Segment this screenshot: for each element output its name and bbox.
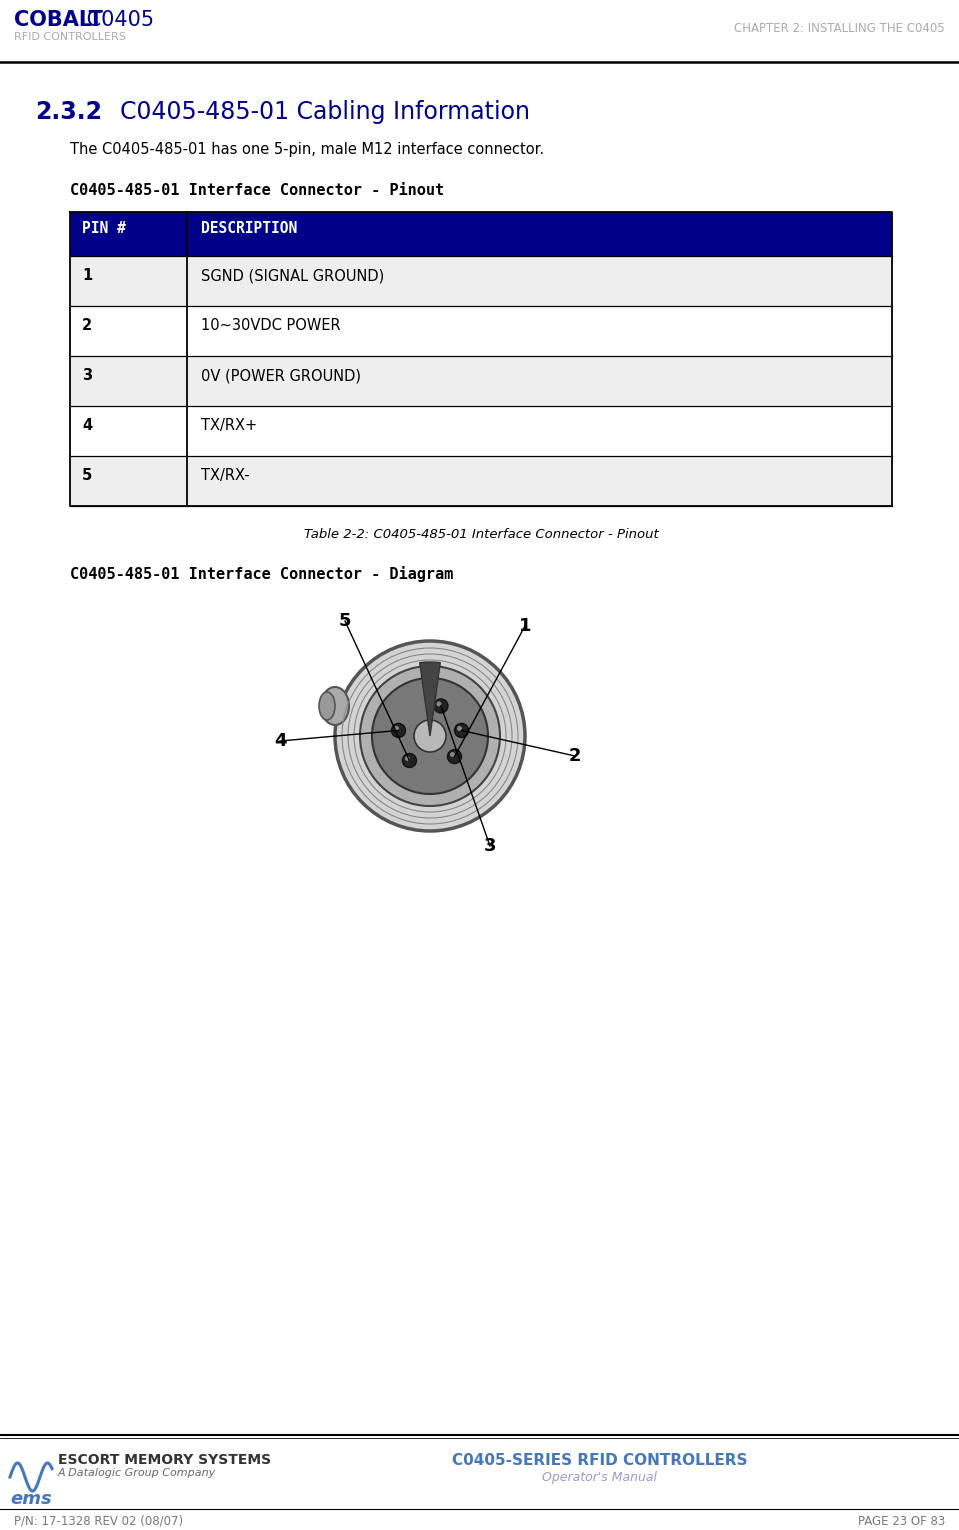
Text: C0405-485-01 Interface Connector - Diagram: C0405-485-01 Interface Connector - Diagr… bbox=[70, 566, 454, 581]
Text: 3: 3 bbox=[82, 369, 92, 382]
Bar bbox=[70, 256, 892, 306]
Text: P/N: 17-1328 REV 02 (08/07): P/N: 17-1328 REV 02 (08/07) bbox=[14, 1515, 183, 1528]
Text: COBALT: COBALT bbox=[14, 11, 103, 31]
Text: 0V (POWER GROUND): 0V (POWER GROUND) bbox=[201, 369, 361, 382]
Text: CHAPTER 2: INSTALLING THE C0405: CHAPTER 2: INSTALLING THE C0405 bbox=[735, 21, 945, 35]
Text: Operator's Manual: Operator's Manual bbox=[543, 1470, 658, 1484]
Bar bbox=[70, 405, 892, 456]
Text: 2: 2 bbox=[569, 747, 581, 765]
Circle shape bbox=[436, 701, 441, 707]
Text: C0405-SERIES RFID CONTROLLERS: C0405-SERIES RFID CONTROLLERS bbox=[453, 1454, 748, 1467]
Text: ESCORT MEMORY SYSTEMS: ESCORT MEMORY SYSTEMS bbox=[58, 1454, 271, 1467]
Text: C0405-485-01 Cabling Information: C0405-485-01 Cabling Information bbox=[120, 99, 530, 124]
Text: A Datalogic Group Company: A Datalogic Group Company bbox=[58, 1467, 216, 1478]
Bar bbox=[70, 456, 892, 506]
Circle shape bbox=[335, 641, 525, 831]
Text: DESCRIPTION: DESCRIPTION bbox=[201, 220, 297, 236]
Text: ems: ems bbox=[10, 1490, 52, 1509]
Text: PIN #: PIN # bbox=[82, 220, 126, 236]
Text: The C0405-485-01 has one 5-pin, male M12 interface connector.: The C0405-485-01 has one 5-pin, male M12… bbox=[70, 142, 544, 158]
Circle shape bbox=[448, 750, 461, 763]
Wedge shape bbox=[420, 662, 440, 736]
Circle shape bbox=[414, 721, 446, 753]
Ellipse shape bbox=[319, 692, 335, 721]
Bar bbox=[70, 213, 892, 256]
Text: PAGE 23 OF 83: PAGE 23 OF 83 bbox=[857, 1515, 945, 1528]
Text: C0405: C0405 bbox=[80, 11, 154, 31]
Text: TX/RX+: TX/RX+ bbox=[201, 418, 257, 433]
Text: TX/RX-: TX/RX- bbox=[201, 468, 249, 483]
Text: 4: 4 bbox=[273, 731, 286, 750]
Circle shape bbox=[457, 725, 462, 731]
Bar bbox=[70, 356, 892, 405]
Text: RFID CONTROLLERS: RFID CONTROLLERS bbox=[14, 32, 126, 41]
Circle shape bbox=[455, 724, 469, 737]
Bar bbox=[70, 306, 892, 356]
Text: Table 2-2: C0405-485-01 Interface Connector - Pinout: Table 2-2: C0405-485-01 Interface Connec… bbox=[304, 528, 659, 542]
Ellipse shape bbox=[321, 687, 349, 725]
Text: 3: 3 bbox=[483, 837, 496, 855]
Text: 5: 5 bbox=[339, 612, 351, 630]
Text: 5: 5 bbox=[82, 468, 92, 483]
Text: 10~30VDC POWER: 10~30VDC POWER bbox=[201, 318, 340, 334]
Circle shape bbox=[360, 666, 500, 806]
Text: 1: 1 bbox=[519, 617, 531, 635]
Circle shape bbox=[391, 724, 406, 737]
Text: SGND (SIGNAL GROUND): SGND (SIGNAL GROUND) bbox=[201, 268, 385, 283]
Circle shape bbox=[394, 725, 399, 731]
Text: 2.3.2: 2.3.2 bbox=[35, 99, 102, 124]
Text: 4: 4 bbox=[82, 418, 92, 433]
Circle shape bbox=[403, 753, 416, 768]
Text: 2: 2 bbox=[82, 318, 92, 334]
Text: C0405-485-01 Interface Connector - Pinout: C0405-485-01 Interface Connector - Pinou… bbox=[70, 184, 444, 197]
Circle shape bbox=[450, 753, 455, 757]
Circle shape bbox=[405, 756, 409, 760]
Circle shape bbox=[372, 678, 488, 794]
Text: 1: 1 bbox=[82, 268, 92, 283]
Circle shape bbox=[433, 699, 448, 713]
